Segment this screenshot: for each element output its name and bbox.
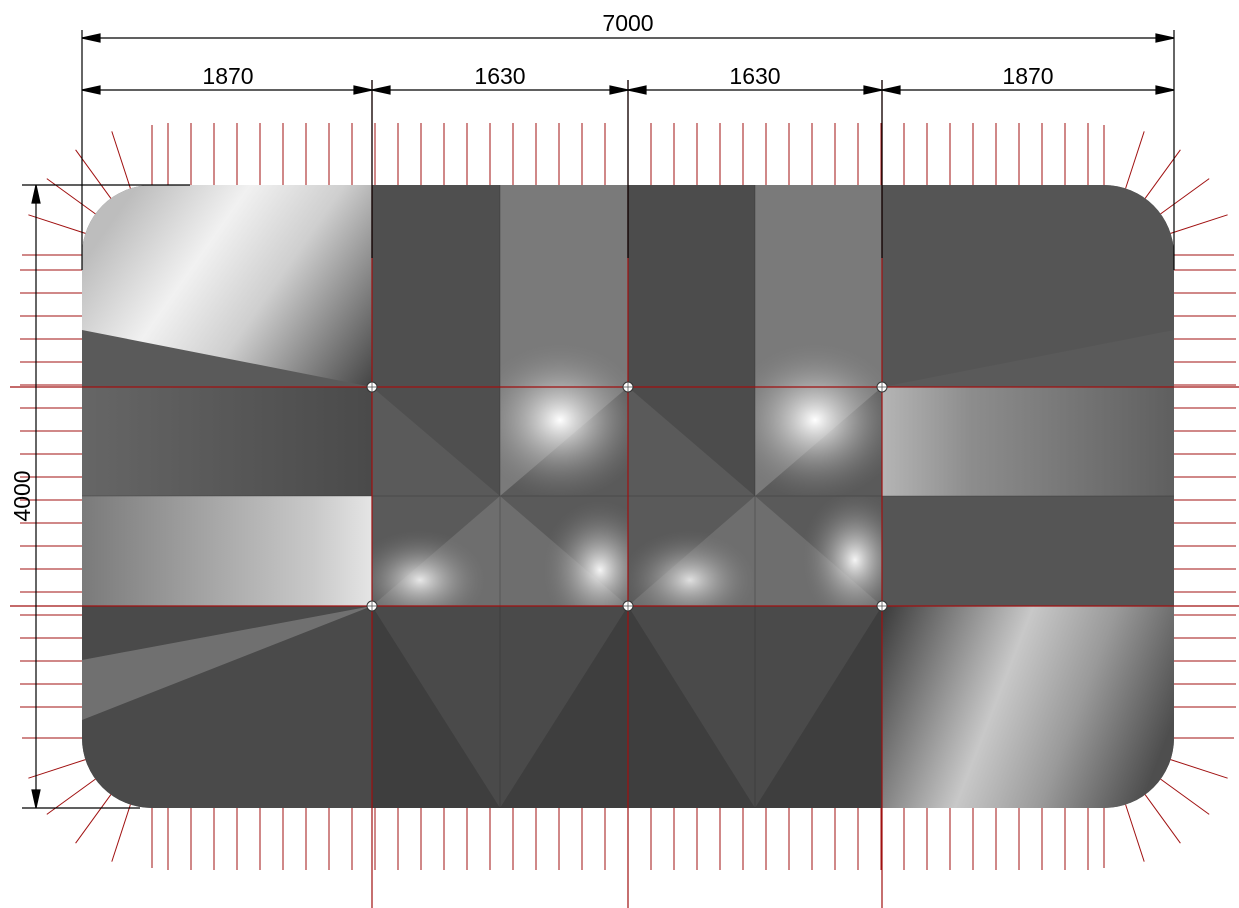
support-point-lower-3 <box>876 600 888 612</box>
support-point-upper-1 <box>366 381 378 393</box>
corner-cable <box>1125 131 1145 189</box>
corner-cable <box>1144 149 1181 199</box>
corner-cable <box>111 131 131 189</box>
corner-cable <box>1125 804 1145 862</box>
corner-cable <box>28 759 86 779</box>
corner-cable <box>28 214 86 234</box>
segment-label-3: 1630 <box>729 63 780 89</box>
dimension-lines <box>22 30 1175 809</box>
corner-cable <box>46 778 96 815</box>
corner-cable <box>111 804 131 862</box>
overall-height-label: 4000 <box>9 470 35 521</box>
corner-cable <box>75 794 112 844</box>
segment-label-2: 1630 <box>474 63 525 89</box>
segment-label-1: 1870 <box>202 63 253 89</box>
edge-cables <box>20 123 1236 870</box>
corner-cable <box>1144 794 1181 844</box>
corner-cable <box>1170 759 1228 779</box>
support-points <box>366 381 888 612</box>
corner-cable <box>1160 178 1210 215</box>
support-point-lower-2 <box>622 600 634 612</box>
support-point-lower-1 <box>366 600 378 612</box>
support-point-upper-3 <box>876 381 888 393</box>
corner-cable <box>1160 778 1210 815</box>
corner-cable <box>75 149 112 199</box>
support-point-upper-2 <box>622 381 634 393</box>
corner-cable <box>1170 214 1228 234</box>
segment-label-4: 1870 <box>1002 63 1053 89</box>
corner-cable <box>46 178 96 215</box>
overall-width-label: 7000 <box>602 10 653 36</box>
